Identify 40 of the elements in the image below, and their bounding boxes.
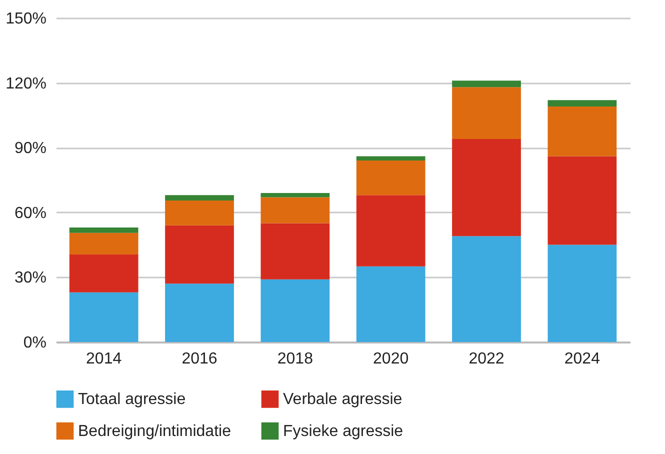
bar	[452, 138, 521, 236]
bar	[356, 156, 426, 161]
bar	[69, 228, 138, 233]
x-tick-label: 2018	[277, 350, 314, 368]
bar	[356, 160, 426, 196]
bar	[260, 223, 330, 280]
legend-label: Totaal agressie	[78, 391, 186, 408]
bar	[69, 292, 138, 342]
bar	[165, 284, 234, 342]
bar	[452, 80, 521, 88]
bar	[452, 87, 521, 139]
legend-label: Fysieke agressie	[283, 423, 404, 440]
bar	[69, 232, 138, 255]
bar	[260, 192, 330, 198]
bar	[548, 100, 617, 107]
y-tick-label: 90%	[14, 140, 46, 158]
bar	[260, 197, 330, 224]
y-tick-label: 60%	[14, 204, 46, 222]
bar	[452, 236, 521, 342]
bar	[548, 106, 617, 156]
bar	[548, 156, 617, 245]
legend-label: Bedreiging/intimidatie	[78, 423, 232, 440]
bar	[356, 266, 426, 342]
x-tick-label: 2014	[86, 350, 122, 368]
x-tick-label: 2016	[182, 350, 218, 368]
bar	[165, 225, 234, 284]
bar	[356, 195, 426, 266]
bar	[69, 254, 138, 292]
bar	[548, 244, 617, 342]
legend-label: Verbale agressie	[283, 391, 402, 408]
y-tick-label: 30%	[14, 270, 46, 287]
bar	[260, 279, 330, 342]
bar	[165, 195, 234, 201]
y-tick-label: 150%	[6, 10, 46, 28]
y-tick-label: 120%	[6, 75, 46, 92]
y-tick-label: 0%	[23, 334, 46, 352]
x-tick-label: 2022	[468, 350, 504, 368]
x-tick-label: 2024	[564, 350, 600, 368]
x-tick-label: 2020	[373, 350, 409, 368]
bar	[165, 200, 234, 226]
